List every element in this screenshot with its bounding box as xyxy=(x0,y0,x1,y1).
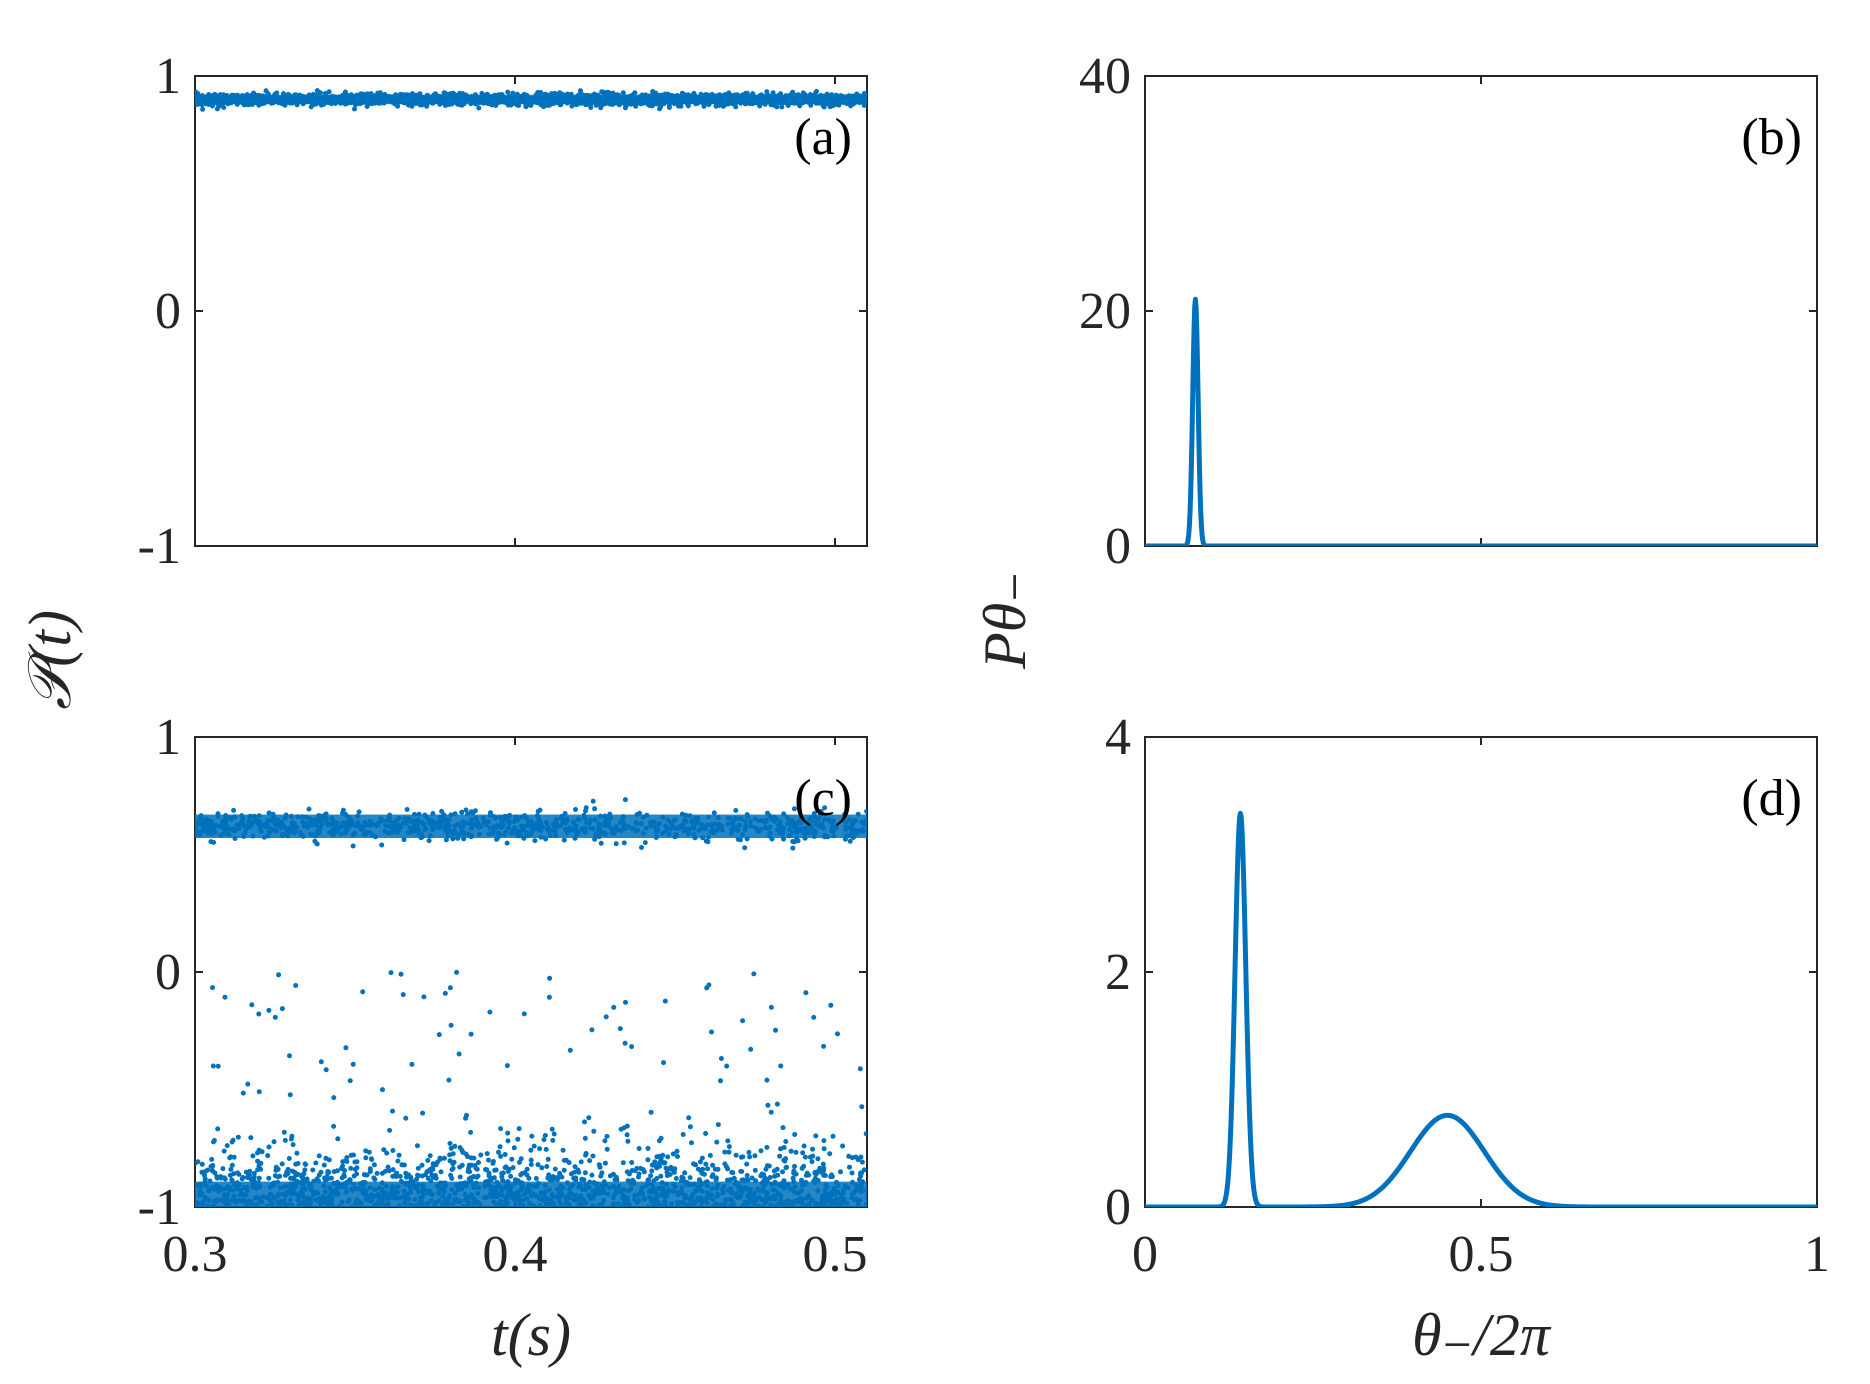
x-tick-label: 1 xyxy=(1804,1226,1830,1283)
dense-band xyxy=(195,96,867,103)
panel-a: -1 0 1 (a) xyxy=(138,48,868,575)
plot-area xyxy=(1145,296,1817,546)
y-tick-label: 1 xyxy=(155,709,181,766)
panel-d: 0 2 4 0 0.5 1 θ₋/2π (d) xyxy=(1105,709,1830,1368)
x-tick-label: 0.3 xyxy=(163,1226,228,1283)
plot-frame xyxy=(1144,75,1818,547)
x-tick-label: 0.4 xyxy=(483,1226,548,1283)
y-tick-label: -1 xyxy=(138,1179,181,1236)
x-tick-label: 0.5 xyxy=(1449,1226,1514,1283)
panel-label: (a) xyxy=(794,109,852,166)
line-series xyxy=(1145,810,1817,1207)
y-tick-label: 1 xyxy=(155,48,181,105)
y-tick-label: 0 xyxy=(155,944,181,1001)
y-axis-label-left: 𝒫(t) xyxy=(17,610,83,710)
panel-label: (b) xyxy=(1741,109,1802,166)
dense-band xyxy=(195,814,867,839)
x-axis-label: θ₋/2π xyxy=(1412,1302,1552,1368)
y-tick-label: 0 xyxy=(155,283,181,340)
line-series xyxy=(1145,296,1817,546)
plot-area xyxy=(195,797,867,1207)
x-tick-label: 0.5 xyxy=(803,1226,868,1283)
y-tick-label: 0 xyxy=(1105,1179,1131,1236)
panel-c: -1 0 1 0.3 0.4 0.5 t(s) (c) xyxy=(138,709,868,1368)
scatter-series xyxy=(195,969,867,1207)
plot-area xyxy=(195,88,867,112)
y-tick-label: -1 xyxy=(138,518,181,575)
dense-band xyxy=(195,1181,867,1207)
panel-b: 0 20 40 (b) xyxy=(1079,48,1818,575)
x-tick-label: 0 xyxy=(1132,1226,1158,1283)
y-axis-label-right: Pθ₋ xyxy=(972,571,1038,670)
y-tick-label: 4 xyxy=(1105,709,1131,766)
y-tick-label: 40 xyxy=(1079,48,1131,105)
y-tick-label: 20 xyxy=(1079,283,1131,340)
panel-label: (c) xyxy=(794,770,852,827)
y-tick-label: 2 xyxy=(1105,944,1131,1001)
y-tick-label: 0 xyxy=(1105,518,1131,575)
panel-label: (d) xyxy=(1741,770,1802,827)
x-axis-label: t(s) xyxy=(491,1302,571,1368)
plot-area xyxy=(1145,810,1817,1207)
plot-frame xyxy=(194,75,868,547)
